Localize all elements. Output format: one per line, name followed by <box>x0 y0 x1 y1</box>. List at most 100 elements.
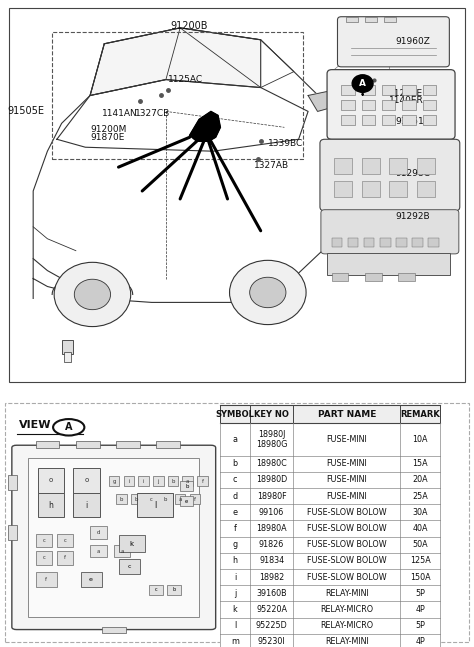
Bar <box>131 494 141 504</box>
Bar <box>220 423 440 455</box>
Text: 91834: 91834 <box>259 556 284 565</box>
Text: c: c <box>64 538 67 543</box>
Circle shape <box>229 260 306 325</box>
Text: 1141AN: 1141AN <box>102 109 137 118</box>
Bar <box>109 476 119 487</box>
Text: A: A <box>359 79 366 87</box>
Bar <box>180 496 193 506</box>
Bar <box>73 468 100 492</box>
Text: 20A: 20A <box>412 476 428 485</box>
Text: RELAY-MICRO: RELAY-MICRO <box>320 621 374 630</box>
Bar <box>167 585 181 595</box>
Text: k: k <box>233 605 237 614</box>
Text: 18982: 18982 <box>259 573 284 582</box>
Bar <box>36 441 59 448</box>
Text: FUSE-MINI: FUSE-MINI <box>327 476 367 485</box>
Text: PART NAME: PART NAME <box>318 410 376 419</box>
Text: 91292B: 91292B <box>396 212 430 221</box>
Circle shape <box>250 278 286 308</box>
Text: o: o <box>49 477 53 483</box>
Bar <box>423 85 436 95</box>
Text: 1129EE: 1129EE <box>389 89 423 98</box>
Text: FUSE-MINI: FUSE-MINI <box>327 459 367 468</box>
Bar <box>220 618 440 634</box>
Text: i: i <box>143 479 145 485</box>
Bar <box>417 158 435 174</box>
Text: l: l <box>234 621 236 630</box>
Bar <box>116 494 127 504</box>
Bar <box>156 441 180 448</box>
Text: a: a <box>186 479 189 485</box>
Text: a: a <box>179 497 182 502</box>
Polygon shape <box>308 91 332 111</box>
Text: b: b <box>134 497 138 502</box>
Bar <box>332 274 348 281</box>
Bar <box>90 526 107 539</box>
Text: d: d <box>97 531 100 536</box>
Text: c: c <box>149 497 152 502</box>
Text: FUSE-MINI: FUSE-MINI <box>327 435 367 444</box>
Bar <box>220 553 440 569</box>
Bar <box>365 274 382 281</box>
Text: A: A <box>65 422 73 432</box>
Bar <box>38 468 64 492</box>
Text: b: b <box>164 497 167 502</box>
Bar <box>332 237 342 248</box>
Text: 1327AB: 1327AB <box>254 160 289 170</box>
Text: h: h <box>48 501 54 510</box>
Bar <box>334 158 352 174</box>
Text: FUSE-SLOW BOLOW: FUSE-SLOW BOLOW <box>307 556 386 565</box>
Bar <box>428 237 439 248</box>
Text: f: f <box>201 479 203 485</box>
Bar <box>220 455 440 472</box>
Bar <box>138 476 149 487</box>
FancyBboxPatch shape <box>12 445 216 630</box>
Bar <box>341 100 355 110</box>
FancyBboxPatch shape <box>337 17 449 67</box>
Text: b: b <box>173 587 175 592</box>
Text: b: b <box>185 484 189 489</box>
Text: b: b <box>233 459 237 468</box>
Text: 95230I: 95230I <box>258 637 285 646</box>
Bar <box>220 602 440 618</box>
Bar <box>180 481 193 491</box>
Bar <box>382 115 395 126</box>
Bar <box>417 181 435 197</box>
Text: k: k <box>129 541 133 547</box>
Text: 91505E: 91505E <box>7 106 44 116</box>
Text: 91200M: 91200M <box>90 125 127 134</box>
Text: b: b <box>171 479 175 485</box>
Text: FUSE-MINI: FUSE-MINI <box>327 492 367 501</box>
Text: RELAY-MINI: RELAY-MINI <box>325 589 369 598</box>
Bar <box>62 340 73 354</box>
Text: c: c <box>127 564 131 569</box>
Bar <box>168 476 178 487</box>
Text: f: f <box>64 555 66 560</box>
Bar <box>160 494 171 504</box>
Bar <box>182 476 193 487</box>
Text: FUSE-SLOW BOLOW: FUSE-SLOW BOLOW <box>307 573 386 582</box>
Bar <box>124 476 134 487</box>
Text: e: e <box>89 577 93 582</box>
Bar <box>190 494 200 504</box>
Bar <box>197 476 208 487</box>
Text: c: c <box>42 555 46 560</box>
Text: 91960Z: 91960Z <box>396 38 431 47</box>
Bar <box>382 85 395 95</box>
Text: h: h <box>233 556 237 565</box>
Text: 99106: 99106 <box>259 508 284 517</box>
Bar <box>364 237 374 248</box>
Bar <box>220 488 440 504</box>
Bar <box>146 494 156 504</box>
Text: 40A: 40A <box>412 524 428 533</box>
Text: c: c <box>155 587 157 592</box>
Bar <box>348 237 358 248</box>
Text: j: j <box>234 589 236 598</box>
Bar <box>76 441 100 448</box>
Bar <box>389 158 407 174</box>
Bar <box>57 534 73 547</box>
Text: a: a <box>120 549 124 554</box>
Bar <box>114 545 130 557</box>
Bar <box>149 585 163 595</box>
Text: 18980D: 18980D <box>256 476 287 485</box>
